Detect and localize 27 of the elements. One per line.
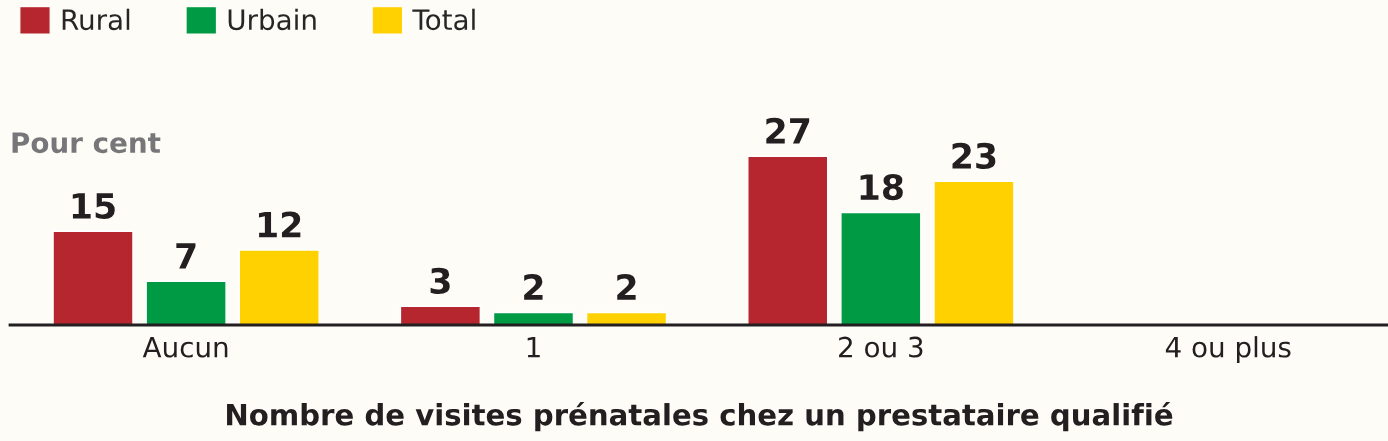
data-label: 27 <box>766 117 810 144</box>
x-axis-title: Nombre de visites prénatales chez un prestataire qualifié <box>227 401 1173 432</box>
bar <box>238 249 320 325</box>
y-axis-title: Pour cent <box>12 132 161 154</box>
bar <box>585 311 668 325</box>
data-label: 3 <box>430 267 450 294</box>
bar <box>492 311 575 325</box>
bar <box>145 280 227 325</box>
x-tick-label: 2 ou 3 <box>839 336 923 358</box>
data-label: 2 <box>524 273 543 300</box>
data-label: 18 <box>860 173 903 201</box>
bar <box>747 155 829 325</box>
bar <box>399 305 482 325</box>
legend-label: Rural <box>62 8 130 31</box>
data-label: 15 <box>72 193 115 219</box>
data-label: 2 <box>617 273 636 300</box>
data-label: 7 <box>176 243 196 269</box>
legend-label: Total <box>412 8 475 31</box>
x-tick-label: Aucun <box>142 336 228 358</box>
data-label: 23 <box>952 142 996 169</box>
x-tick-label: 4 ou plus <box>1165 336 1291 363</box>
legend-label: Urbain <box>228 8 316 31</box>
data-label: 12 <box>258 211 301 238</box>
bar <box>840 211 922 325</box>
bar <box>933 180 1015 325</box>
bar <box>52 230 134 325</box>
x-tick-label: 1 <box>527 336 540 358</box>
